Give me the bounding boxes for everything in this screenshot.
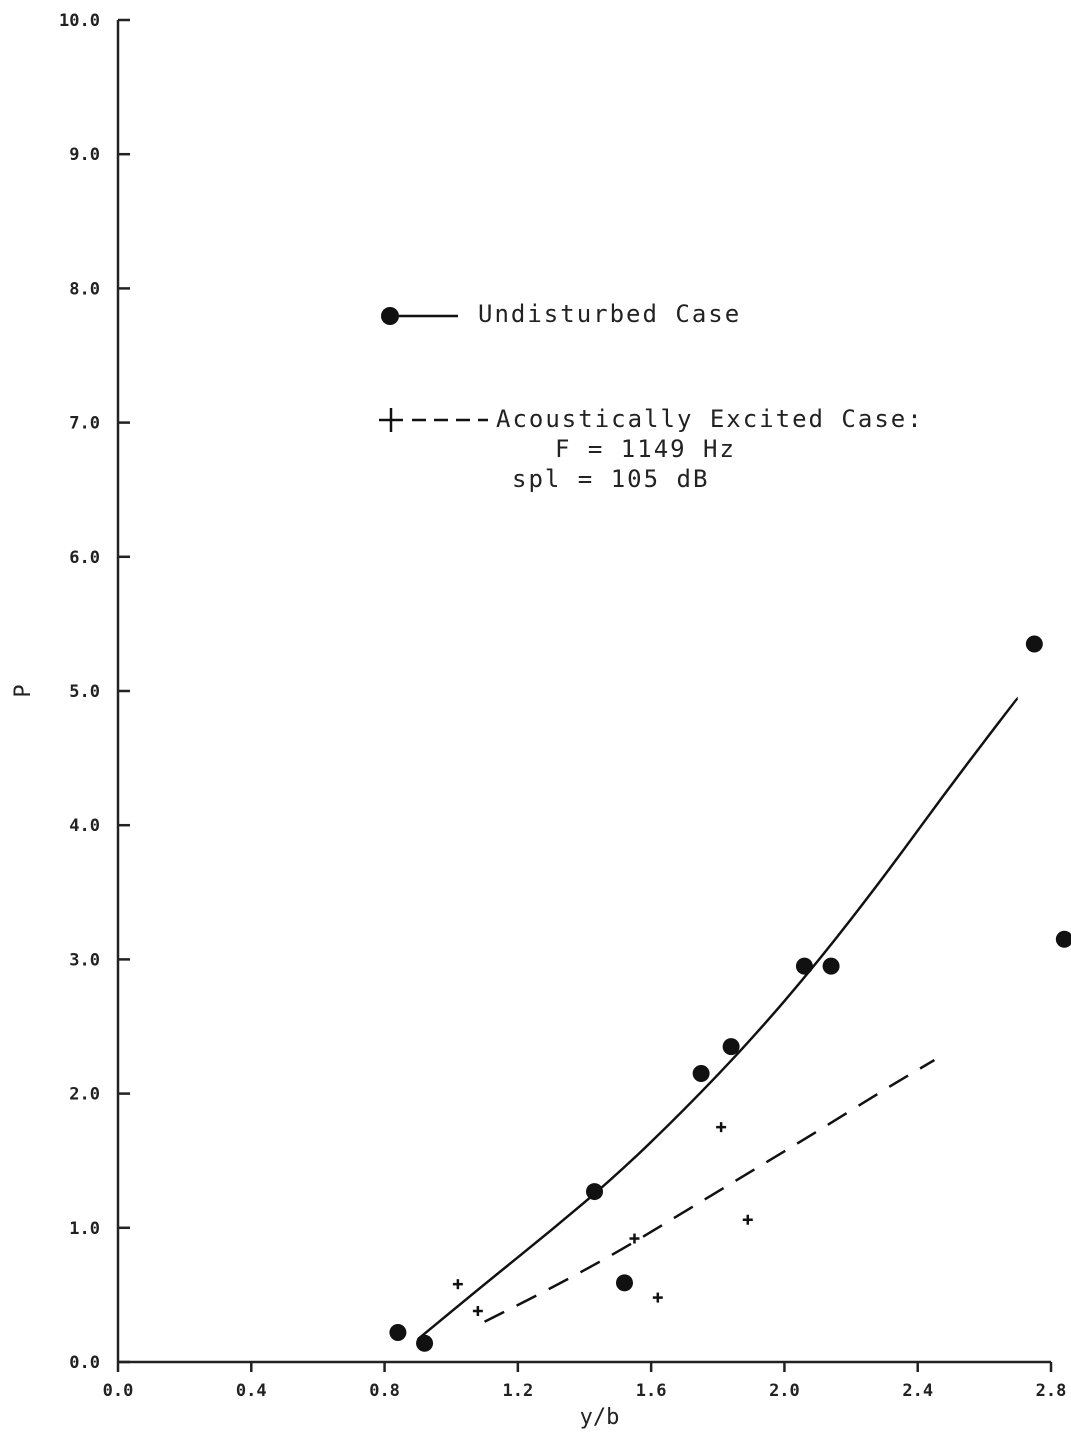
y-tick-label: 9.0 — [69, 145, 100, 165]
y-tick-label: 5.0 — [69, 682, 100, 702]
x-tick-label: 0.8 — [369, 1381, 400, 1401]
y-axis-label: P — [11, 684, 36, 697]
x-tick-label: 0.4 — [236, 1381, 267, 1401]
data-point-undisturbed — [416, 1334, 434, 1352]
x-tick-label: 2.4 — [902, 1381, 933, 1401]
y-tick-label: 1.0 — [69, 1219, 100, 1239]
undisturbed-fit-curve — [417, 696, 1019, 1341]
data-point-undisturbed — [615, 1274, 633, 1292]
legend-marker-undisturbed — [381, 307, 399, 325]
data-point-excited — [742, 1214, 753, 1225]
data-point-undisturbed — [1025, 635, 1043, 653]
data-point-undisturbed — [795, 957, 813, 975]
x-tick-label: 1.6 — [636, 1381, 667, 1401]
data-point-undisturbed — [722, 1038, 740, 1056]
legend-subline-spl: spl = 105 dB — [512, 465, 709, 493]
data-point-undisturbed — [389, 1323, 407, 1341]
legend-label-excited: Acoustically Excited Case: — [496, 405, 924, 433]
data-point-undisturbed — [692, 1064, 710, 1082]
y-tick-label: 3.0 — [69, 950, 100, 970]
data-point-excited — [452, 1279, 463, 1290]
y-tick-label: 4.0 — [69, 816, 100, 836]
x-ticks: 0.0 0.4 0.8 1.2 1.6 2.0 2.4 2.8 — [103, 1362, 1067, 1401]
data-point-excited — [629, 1233, 640, 1244]
data-point-undisturbed — [822, 957, 840, 975]
data-point-undisturbed — [1055, 930, 1071, 948]
excited-fit-curve — [483, 1058, 936, 1323]
fit-curves — [417, 696, 1019, 1341]
axes: 0.01.02.03.04.05.06.07.08.09.010.0 0.0 0.… — [11, 11, 1066, 1430]
data-point-excited — [472, 1306, 483, 1317]
y-tick-label: 7.0 — [69, 414, 100, 434]
data-points — [389, 635, 1071, 1352]
y-tick-label: 0.0 — [69, 1353, 100, 1373]
data-point-excited — [716, 1122, 727, 1133]
y-tick-label: 8.0 — [69, 279, 100, 299]
x-tick-label: 0.0 — [103, 1381, 134, 1401]
y-tick-label: 2.0 — [69, 1085, 100, 1105]
data-point-excited — [652, 1292, 663, 1303]
y-ticks: 0.0 1.0 2.0 3.0 4.0 5.0 6.0 7.0 8.0 9.0 10.0 — [59, 11, 130, 1373]
data-point-undisturbed — [585, 1183, 603, 1201]
legend: Undisturbed Case Acoustically Excited Ca… — [379, 300, 924, 493]
legend-label-undisturbed: Undisturbed Case — [478, 300, 741, 328]
x-tick-label: 2.0 — [769, 1381, 800, 1401]
legend-subline-frequency: F = 1149 Hz — [555, 435, 736, 463]
x-tick-label: 1.2 — [502, 1381, 533, 1401]
x-axis-label: y/b — [580, 1405, 620, 1430]
x-tick-label: 2.8 — [1036, 1381, 1067, 1401]
y-tick-label: 10.0 — [59, 11, 100, 31]
y-tick-label: 6.0 — [69, 548, 100, 568]
